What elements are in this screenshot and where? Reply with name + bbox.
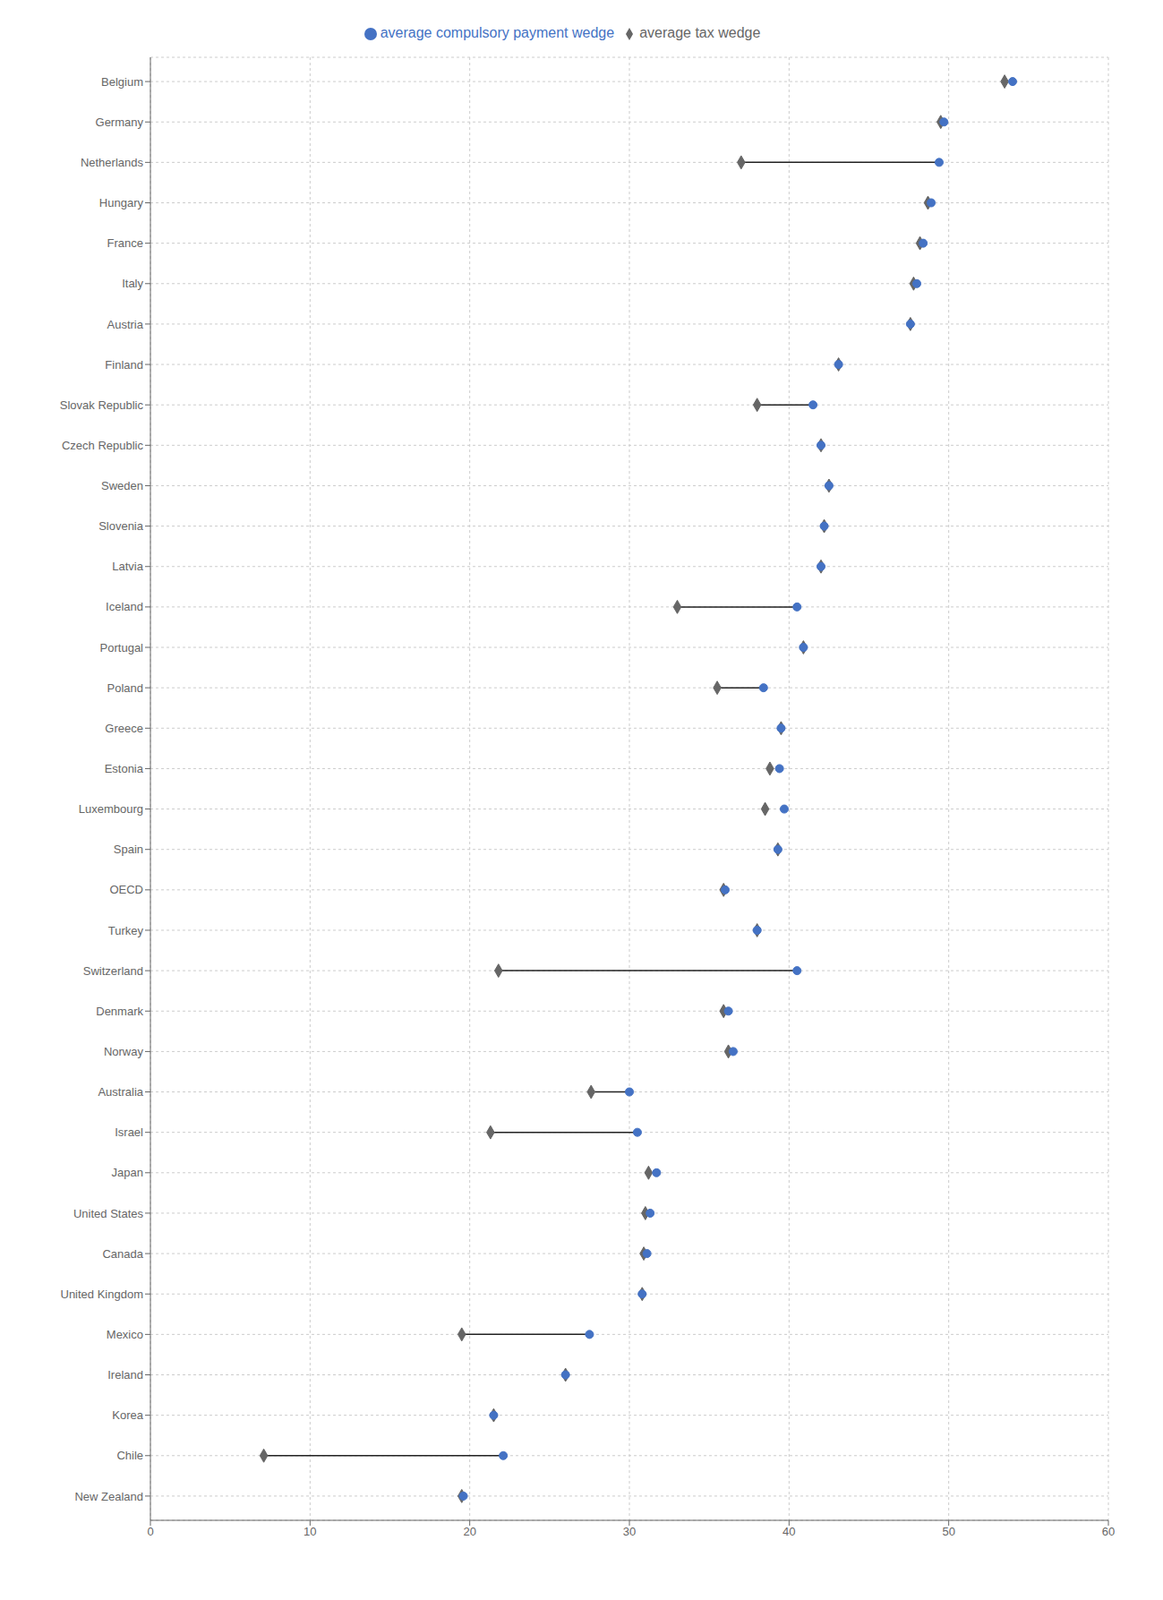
svg-text:OECD: OECD: [109, 882, 144, 897]
svg-text:Israel: Israel: [114, 1125, 144, 1139]
svg-text:Korea: Korea: [111, 1408, 144, 1422]
svg-text:Iceland: Iceland: [105, 599, 144, 614]
svg-text:Sweden: Sweden: [101, 478, 144, 493]
svg-text:50: 50: [941, 1524, 955, 1539]
svg-text:10: 10: [303, 1524, 317, 1539]
svg-text:Denmark: Denmark: [95, 1004, 144, 1018]
svg-text:Chile: Chile: [116, 1448, 144, 1463]
svg-text:Czech Republic: Czech Republic: [61, 438, 145, 453]
svg-text:20: 20: [462, 1524, 476, 1539]
svg-text:Hungary: Hungary: [99, 196, 145, 210]
svg-text:United States: United States: [73, 1206, 145, 1221]
svg-text:Germany: Germany: [95, 115, 145, 129]
svg-text:Portugal: Portugal: [100, 641, 145, 655]
svg-text:Slovak Republic: Slovak Republic: [59, 398, 145, 412]
svg-text:Luxembourg: Luxembourg: [78, 802, 144, 816]
svg-text:New Zealand: New Zealand: [74, 1489, 144, 1504]
svg-text:Australia: Australia: [97, 1085, 144, 1099]
svg-text:Austria: Austria: [107, 317, 145, 332]
svg-text:Italy: Italy: [121, 276, 144, 291]
svg-text:Ireland: Ireland: [107, 1368, 144, 1382]
svg-text:Poland: Poland: [107, 681, 144, 695]
svg-text:60: 60: [1102, 1524, 1115, 1539]
svg-text:Belgium: Belgium: [101, 75, 144, 89]
svg-text:40: 40: [782, 1524, 796, 1539]
svg-text:France: France: [107, 236, 144, 250]
html-text:average tax wedge: average tax wedge: [639, 25, 761, 41]
svg-text:Turkey: Turkey: [108, 923, 145, 938]
svg-text:Netherlands: Netherlands: [80, 155, 145, 170]
svg-text:Spain: Spain: [113, 842, 144, 856]
svg-text:Latvia: Latvia: [111, 559, 144, 573]
svg-text:30: 30: [623, 1524, 636, 1539]
html-text:average compulsory payment wed: average compulsory payment wedge: [380, 25, 615, 41]
svg-text:Norway: Norway: [103, 1044, 145, 1059]
svg-text:Estonia: Estonia: [104, 761, 145, 776]
svg-text:Japan: Japan: [111, 1165, 144, 1180]
svg-text:United Kingdom: United Kingdom: [60, 1287, 145, 1301]
svg-text:Finland: Finland: [104, 358, 144, 372]
svg-text:Canada: Canada: [102, 1247, 144, 1261]
svg-text:Mexico: Mexico: [106, 1327, 144, 1342]
svg-text:Greece: Greece: [104, 721, 144, 736]
svg-text:0: 0: [146, 1524, 154, 1539]
svg-text:Slovenia: Slovenia: [98, 519, 145, 533]
svg-text:Switzerland: Switzerland: [83, 964, 144, 978]
